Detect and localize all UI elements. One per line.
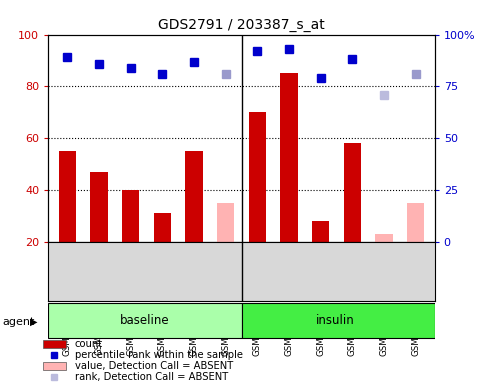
- Bar: [185, 151, 203, 242]
- Bar: [122, 190, 140, 242]
- Text: value, Detection Call = ABSENT: value, Detection Call = ABSENT: [75, 361, 233, 371]
- Bar: [43, 340, 66, 348]
- Text: percentile rank within the sample: percentile rank within the sample: [75, 350, 243, 360]
- FancyBboxPatch shape: [48, 303, 242, 338]
- Text: insulin: insulin: [315, 314, 355, 327]
- Text: baseline: baseline: [120, 314, 170, 327]
- Bar: [58, 151, 76, 242]
- Text: count: count: [75, 339, 103, 349]
- Bar: [343, 144, 361, 242]
- Bar: [90, 172, 108, 242]
- Text: ▶: ▶: [30, 317, 38, 327]
- Bar: [407, 203, 425, 242]
- Title: GDS2791 / 203387_s_at: GDS2791 / 203387_s_at: [158, 18, 325, 32]
- Bar: [43, 362, 66, 370]
- Bar: [217, 203, 234, 242]
- Text: agent: agent: [2, 317, 35, 327]
- Bar: [312, 221, 329, 242]
- Bar: [154, 214, 171, 242]
- Bar: [375, 234, 393, 242]
- FancyBboxPatch shape: [242, 303, 435, 338]
- Text: rank, Detection Call = ABSENT: rank, Detection Call = ABSENT: [75, 372, 228, 382]
- Bar: [249, 113, 266, 242]
- Bar: [280, 73, 298, 242]
